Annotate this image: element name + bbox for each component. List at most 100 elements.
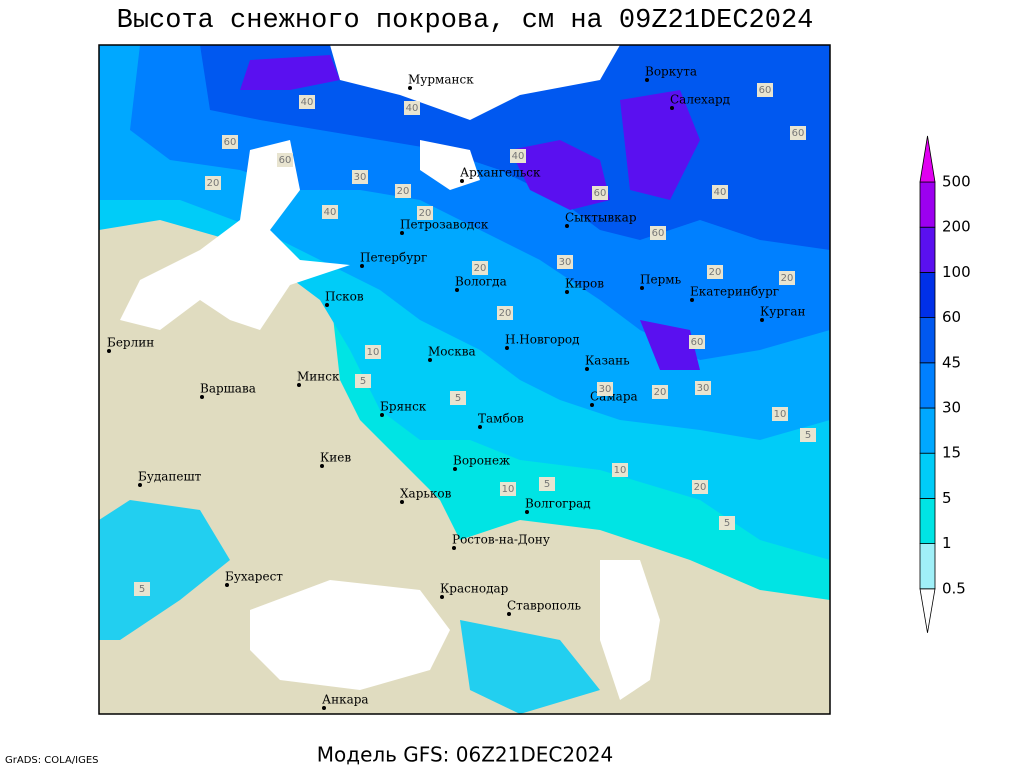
- city-label: Минск: [297, 370, 340, 384]
- city-dot: [138, 483, 142, 487]
- contour-label: 5: [360, 376, 366, 387]
- city-label: Ставрополь: [507, 599, 581, 613]
- contour-label: 10: [614, 465, 627, 476]
- contour-label-box: [689, 335, 705, 349]
- credit: GrADS: COLA/IGES: [5, 755, 99, 766]
- contour-label-box: [395, 184, 411, 198]
- city-label: Салехард: [670, 93, 730, 107]
- city-label: Воркута: [645, 65, 697, 79]
- colorbar-label: 60: [942, 308, 961, 326]
- city-label: Киров: [565, 277, 604, 291]
- title: Высота снежного покрова, см на 09Z21DEC2…: [117, 6, 814, 36]
- colorbar-label: 100: [942, 263, 971, 281]
- contour-label-box: [205, 176, 221, 190]
- city-label: Берлин: [107, 336, 154, 350]
- city-label: Екатеринбург: [690, 285, 779, 299]
- city-dot: [440, 595, 444, 599]
- city-dot: [455, 288, 459, 292]
- contour-label: 10: [774, 409, 787, 420]
- colorbar-label: 5: [942, 489, 952, 507]
- colorbar-label: 1: [942, 534, 952, 552]
- map: [99, 45, 830, 714]
- colorbar-segment: [919, 452, 936, 499]
- city-label: Воронеж: [453, 454, 510, 468]
- contour-label-box: [597, 382, 613, 396]
- contour-label-box: [790, 126, 806, 140]
- colorbar-label: 500: [942, 173, 971, 191]
- contour-label-box: [134, 582, 150, 596]
- contour-label-box: [299, 95, 315, 109]
- contour-label-box: [500, 482, 516, 496]
- footer: Модель GFS: 06Z21DEC2024: [317, 743, 614, 767]
- contour-labels: 40 40 40 40 40 60 60 60 60 60 60 60 30 30 30 30 20 20 20 20…: [134, 83, 816, 596]
- city-label: Волгоград: [525, 497, 591, 511]
- city-dot: [452, 546, 456, 550]
- city-label: Киев: [320, 451, 351, 465]
- contour-label: 5: [724, 518, 730, 529]
- contour-label: 5: [805, 430, 811, 441]
- contour-label: 40: [406, 103, 419, 114]
- city-dot: [460, 179, 464, 183]
- city-dot: [380, 413, 384, 417]
- colorbar-segment: [919, 317, 936, 364]
- city-label: Анкара: [322, 693, 369, 707]
- city-label: Харьков: [400, 487, 452, 501]
- city-dot: [297, 383, 301, 387]
- contour-label: 40: [512, 151, 525, 162]
- contour-label: 20: [499, 308, 512, 319]
- city-dot: [760, 318, 764, 322]
- city-label: Пермь: [640, 273, 682, 287]
- colorbar-label: 30: [942, 399, 961, 417]
- contour-label-box: [352, 170, 368, 184]
- contour-label-box: [692, 480, 708, 494]
- city-dot: [200, 395, 204, 399]
- city-label: Казань: [585, 354, 630, 368]
- colorbar-segment: [919, 407, 936, 454]
- colorbar-segment: [919, 135, 936, 183]
- contour-label-box: [222, 135, 238, 149]
- contour-label: 30: [354, 172, 367, 183]
- city-label: Москва: [428, 345, 476, 359]
- city-dot: [525, 510, 529, 514]
- contour-label-box: [757, 83, 773, 97]
- contour-label-box: [472, 261, 488, 275]
- city-dot: [400, 500, 404, 504]
- contour-label-box: [510, 149, 526, 163]
- city-dot: [507, 612, 511, 616]
- city-label: Петербург: [360, 251, 427, 265]
- contour-label-box: [712, 185, 728, 199]
- city-dot: [107, 349, 111, 353]
- city-dot: [428, 358, 432, 362]
- contour-label: 20: [654, 387, 667, 398]
- contour-label-box: [417, 206, 433, 220]
- contour-label: 20: [207, 178, 220, 189]
- sea: [600, 560, 660, 700]
- city-label: Сыктывкар: [565, 211, 637, 225]
- city-label: Вологда: [455, 275, 507, 289]
- contour-label: 30: [697, 383, 710, 394]
- city-dot: [478, 425, 482, 429]
- contour-label-box: [365, 345, 381, 359]
- contour-label: 60: [759, 85, 772, 96]
- colorbar-label: 0.5: [942, 579, 966, 597]
- contour-label: 20: [781, 273, 794, 284]
- contour-label: 20: [709, 267, 722, 278]
- city-dot: [645, 78, 649, 82]
- city-dot: [640, 286, 644, 290]
- contour-label-box: [592, 186, 608, 200]
- city-label: Брянск: [380, 400, 427, 414]
- colorbar-segment: [919, 226, 936, 273]
- city-dot: [320, 464, 324, 468]
- city-label: Будапешт: [138, 470, 202, 484]
- contour-label: 40: [324, 207, 337, 218]
- contour-label-box: [800, 428, 816, 442]
- contour-label: 60: [279, 155, 292, 166]
- contour-label-box: [772, 407, 788, 421]
- colorbar-segment: [919, 497, 936, 544]
- colorbar-label: 15: [942, 444, 961, 462]
- city-label: Бухарест: [225, 570, 283, 584]
- contour-label-box: [355, 374, 371, 388]
